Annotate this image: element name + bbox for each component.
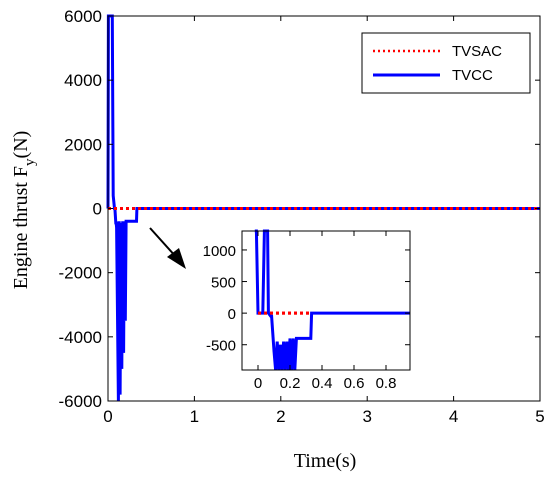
main-y-tick-label: -4000 bbox=[59, 328, 102, 347]
legend-tvcc-label: TVCC bbox=[452, 67, 493, 84]
main-y-tick-label: -6000 bbox=[59, 392, 102, 411]
inset-y-tick-label: 500 bbox=[211, 275, 236, 292]
y-axis-label-group: Engine thrust Fy(N) bbox=[10, 131, 38, 290]
main-x-tick-label: 3 bbox=[362, 407, 371, 426]
inset-x-tick-label: 0 bbox=[254, 375, 262, 392]
inset-x-tick-label: 0.2 bbox=[280, 375, 301, 392]
inset-y-tick-label: 1000 bbox=[203, 243, 236, 260]
inset-x-tick-label: 0.4 bbox=[312, 375, 333, 392]
main-x-tick-label: 0 bbox=[103, 407, 112, 426]
inset-plot-area bbox=[242, 231, 410, 370]
legend-box bbox=[361, 32, 531, 94]
main-y-tick-label: 4000 bbox=[64, 71, 102, 90]
y-axis-label: Engine thrust Fy(N) bbox=[10, 131, 38, 290]
main-x-tick-label: 5 bbox=[535, 407, 544, 426]
main-x-tick-label: 4 bbox=[449, 407, 458, 426]
main-y-tick-label: -2000 bbox=[59, 264, 102, 283]
zoom-arrow bbox=[149, 227, 186, 269]
inset-axes-frame bbox=[241, 230, 411, 371]
main-y-tick-label: 0 bbox=[93, 200, 102, 219]
main-x-tick-label: 2 bbox=[276, 407, 285, 426]
main-y-tick-label: 6000 bbox=[64, 7, 102, 26]
inset-y-tick-label: 0 bbox=[228, 306, 236, 323]
legend-tvsac-label: TVSAC bbox=[452, 43, 502, 60]
inset-x-tick-label: 0.8 bbox=[376, 375, 397, 392]
x-axis-label: Time(s) bbox=[294, 450, 357, 472]
legend: TVSAC TVCC bbox=[361, 32, 531, 94]
main-y-tick-label: 2000 bbox=[64, 135, 102, 154]
inset-y-tick-label: -500 bbox=[206, 338, 236, 355]
inset-x-tick-label: 0.6 bbox=[344, 375, 365, 392]
main-x-tick-label: 1 bbox=[190, 407, 199, 426]
